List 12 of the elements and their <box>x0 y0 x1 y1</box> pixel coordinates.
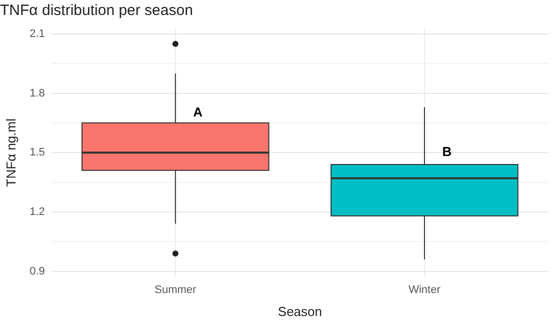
x-tick-label: Winter <box>408 284 441 296</box>
y-tick-label: 1.5 <box>30 146 45 159</box>
y-axis-title: TNFα ng.ml <box>3 118 18 187</box>
x-tick-label: Summer <box>154 284 197 296</box>
y-tick-label: 1.8 <box>30 87 45 100</box>
y-tick-label: 1.2 <box>30 206 45 218</box>
x-axis-title: Season <box>278 304 322 319</box>
chart-title: TNFα distribution per season <box>0 2 193 20</box>
annotation: A <box>193 104 204 120</box>
y-tick-label: 0.9 <box>30 265 45 278</box>
annotation: B <box>442 144 452 160</box>
y-tick-label: 2.1 <box>30 28 45 40</box>
